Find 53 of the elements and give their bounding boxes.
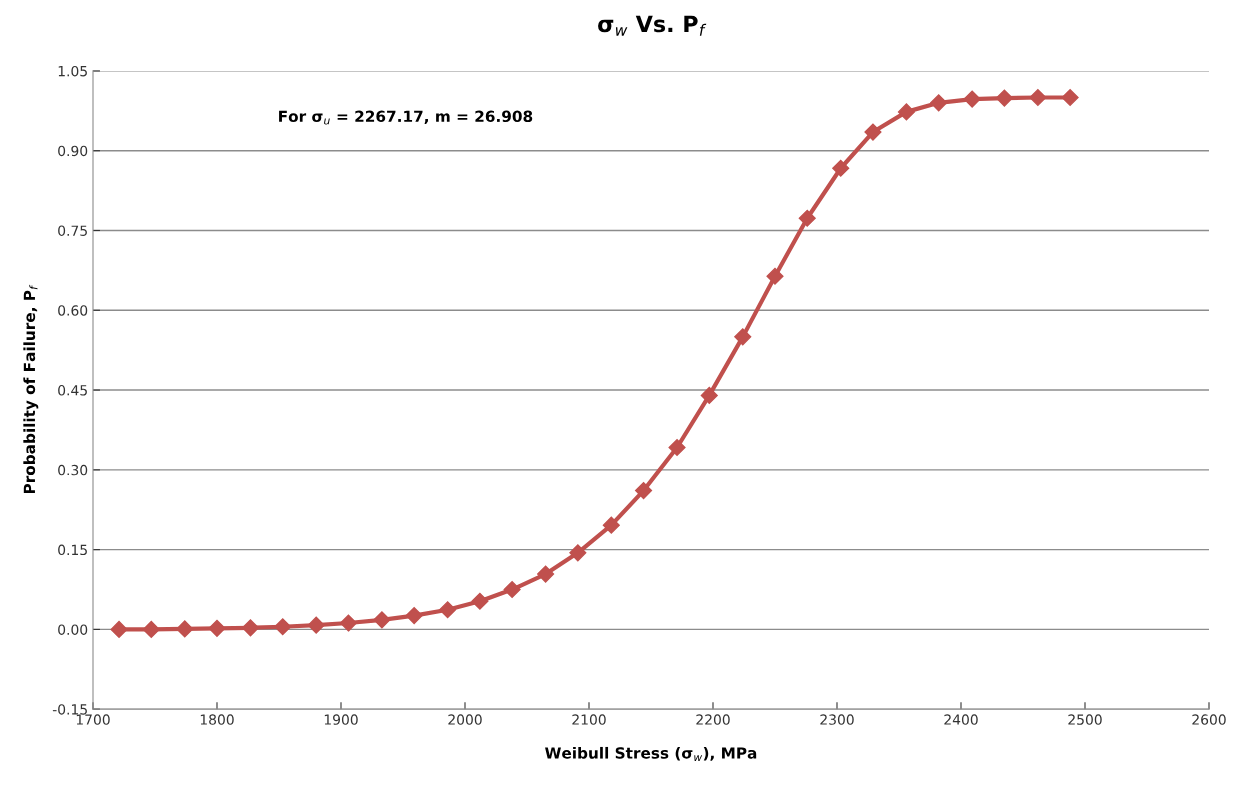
point	[602, 516, 620, 534]
point	[635, 482, 653, 500]
y-tick-label: 0.90	[58, 145, 88, 157]
point	[373, 611, 391, 629]
point	[766, 267, 784, 285]
point	[930, 94, 948, 112]
point	[142, 620, 160, 638]
point	[110, 620, 128, 638]
x-axis-title: Weibull Stress (σ$_{w}$), MPa	[545, 746, 757, 762]
point	[963, 90, 981, 108]
x-tick-label: 2000	[448, 714, 482, 725]
x-tick-label: 2600	[1192, 714, 1226, 725]
x-tick-label: 2100	[572, 714, 606, 725]
y-tick-label: 0.30	[58, 464, 88, 476]
y-tick-label: 0.00	[58, 624, 88, 635]
point	[832, 159, 850, 177]
x-tick-label: 1700	[76, 714, 110, 725]
point	[176, 620, 194, 638]
point	[864, 123, 882, 141]
point	[537, 565, 555, 583]
point	[1061, 88, 1079, 107]
y-axis-title: Probability of Failure, P$_{f}$	[23, 284, 39, 494]
y-tick-label: 1.05	[58, 65, 87, 77]
point	[405, 607, 423, 625]
point	[208, 619, 226, 637]
point	[700, 386, 718, 404]
x-tick-label: 1800	[200, 714, 234, 725]
point	[339, 614, 357, 632]
x-tick-label: 2200	[696, 714, 730, 725]
point	[668, 438, 686, 457]
point	[471, 592, 489, 610]
point	[897, 103, 915, 121]
chart-title: σ$_{w}$ Vs. P$_{f}$	[598, 15, 707, 36]
point	[274, 618, 292, 636]
point	[439, 601, 457, 619]
point	[1029, 88, 1047, 107]
point	[503, 580, 521, 599]
y-tick-label: 0.15	[58, 544, 87, 556]
point	[241, 619, 260, 637]
x-tick-label: 2500	[1068, 714, 1102, 725]
y-tick-label: 0.45	[58, 385, 87, 396]
point	[798, 209, 816, 227]
point	[569, 544, 587, 562]
annotation: For σ$_{u}$ = 2267.17, m = 26.908	[279, 110, 533, 125]
point	[995, 89, 1013, 107]
point	[734, 328, 752, 346]
x-tick-label: 1900	[324, 714, 358, 725]
y-tick-label: 0.60	[58, 305, 88, 316]
y-tick-label: -0.15	[52, 704, 87, 715]
y-tick-label: 0.75	[58, 225, 87, 236]
x-tick-label: 2300	[820, 714, 854, 725]
x-tick-label: 2400	[944, 714, 978, 725]
point	[307, 616, 325, 634]
